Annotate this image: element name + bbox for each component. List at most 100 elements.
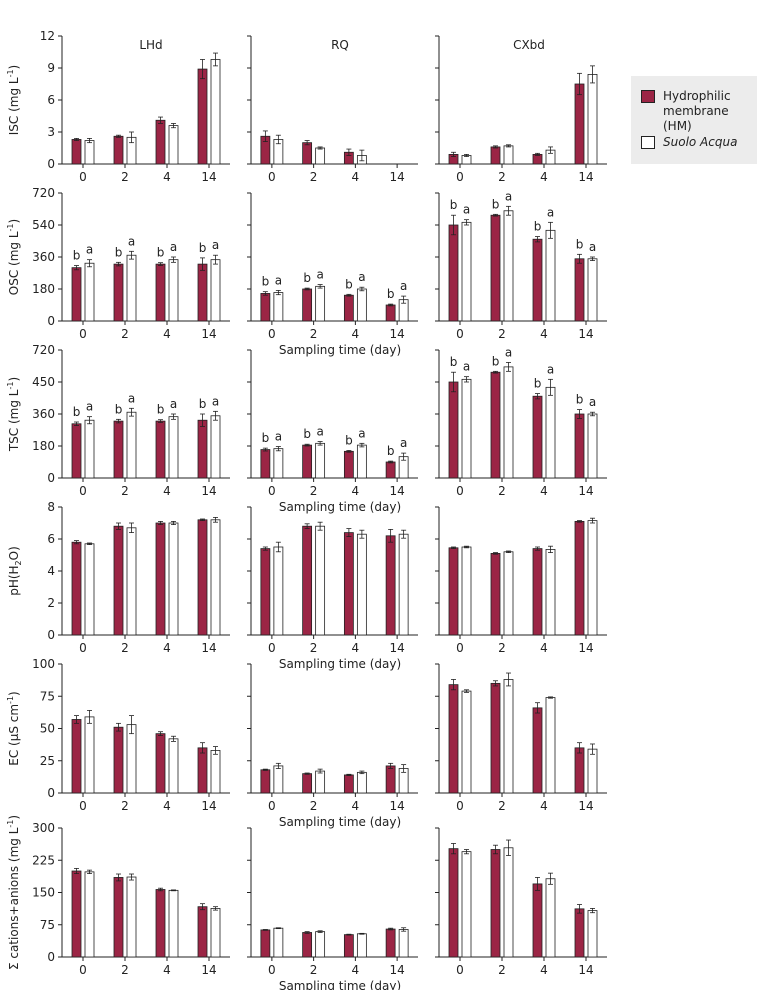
significance-letter: b — [576, 237, 584, 251]
bar-hm — [532, 707, 543, 794]
significance-letter: a — [589, 395, 596, 409]
bar-hm — [302, 142, 313, 165]
bar-suolo — [210, 59, 221, 165]
bar-suolo — [210, 750, 221, 794]
bar-hm — [448, 848, 459, 958]
bar-suolo — [587, 74, 598, 165]
y-tick-label: 50 — [40, 722, 55, 736]
bar-hm — [490, 849, 501, 958]
x-tick-label: 2 — [310, 170, 318, 184]
significance-letter: b — [303, 271, 311, 285]
bar-suolo — [210, 259, 221, 322]
y-tick-label: 6 — [47, 532, 55, 546]
x-tick-label: 0 — [456, 641, 464, 655]
significance-letter: a — [316, 268, 323, 282]
y-tick-label: 450 — [32, 375, 55, 389]
significance-letter: b — [534, 377, 542, 391]
x-tick-label: 0 — [268, 799, 276, 813]
x-tick-label: 14 — [578, 484, 593, 498]
bar-hm — [385, 535, 396, 636]
bar-hm — [113, 135, 124, 165]
y-tick-label: 9 — [47, 61, 55, 75]
bar-hm — [574, 908, 585, 958]
y-tick-label: 540 — [32, 218, 55, 232]
bar-suolo — [545, 549, 556, 636]
significance-letter: a — [547, 362, 554, 376]
x-tick-label: 4 — [352, 170, 360, 184]
x-tick-label: 0 — [456, 799, 464, 813]
y-tick-label: 300 — [32, 821, 55, 835]
y-axis-label: pH(H2O) — [7, 546, 23, 596]
x-axis-label: Sampling time (day) — [279, 815, 401, 829]
panel-5-2: 0 2 4 14 — [435, 827, 607, 977]
bar-suolo — [210, 908, 221, 958]
bar-hm — [260, 548, 271, 636]
x-tick-label: 4 — [352, 963, 360, 977]
bar-hm — [385, 765, 396, 794]
y-tick-label: 360 — [32, 250, 55, 264]
y-axis-label: Σ cations+anions (mg L-1) — [6, 815, 21, 970]
bar-suolo — [84, 140, 95, 165]
bar-suolo — [168, 125, 179, 165]
x-tick-label: 2 — [121, 963, 129, 977]
y-tick-label: 360 — [32, 407, 55, 421]
bar-hm — [113, 525, 124, 636]
x-tick-label: 14 — [201, 327, 216, 341]
bar-hm — [448, 547, 459, 636]
significance-letter: a — [170, 397, 177, 411]
y-tick-label: 0 — [47, 314, 55, 328]
chart-row-3: pH(H2O) 0 2 4 6 8 0 2 4 14 0 2 4 14 0 2 4 14 Sampling time… — [7, 500, 607, 671]
x-tick-label: 0 — [268, 327, 276, 341]
x-tick-label: 4 — [540, 641, 548, 655]
x-tick-label: 0 — [268, 641, 276, 655]
significance-letter: a — [316, 425, 323, 439]
bar-hm — [343, 532, 354, 636]
bar-suolo — [503, 366, 514, 479]
bar-hm — [302, 932, 313, 958]
x-tick-label: 14 — [201, 963, 216, 977]
x-tick-label: 2 — [498, 641, 506, 655]
bar-suolo — [315, 931, 326, 958]
bar-suolo — [356, 771, 367, 794]
bar-hm — [197, 747, 208, 794]
bar-suolo — [545, 878, 556, 958]
x-tick-label: 2 — [121, 327, 129, 341]
significance-letter: b — [492, 197, 500, 211]
significance-letter: b — [387, 444, 395, 458]
bar-hm — [302, 773, 313, 794]
bar-suolo — [587, 748, 598, 794]
bar-hm — [155, 420, 166, 479]
x-tick-label: 2 — [498, 170, 506, 184]
bar-hm — [490, 214, 501, 322]
bar-hm — [113, 420, 124, 479]
x-tick-label: 4 — [540, 484, 548, 498]
x-tick-label: 2 — [121, 799, 129, 813]
bar-suolo — [587, 413, 598, 479]
bar-hm — [532, 238, 543, 322]
x-tick-label: 2 — [498, 484, 506, 498]
bar-hm — [574, 521, 585, 636]
x-tick-label: 4 — [163, 641, 171, 655]
significance-letter: a — [128, 234, 135, 248]
bar-hm — [155, 733, 166, 794]
bar-suolo — [210, 519, 221, 636]
bar-hm — [197, 906, 208, 958]
x-tick-label: 2 — [310, 963, 318, 977]
x-tick-label: 0 — [79, 170, 87, 184]
x-axis-label: Sampling time (day) — [279, 343, 401, 357]
x-tick-label: 4 — [163, 484, 171, 498]
legend-item-hm: Hydrophilic membrane (HM) — [641, 89, 757, 134]
y-axis-label: ISC (mg L-1) — [6, 65, 21, 136]
x-tick-label: 4 — [540, 963, 548, 977]
x-tick-label: 14 — [578, 327, 593, 341]
bar-suolo — [168, 738, 179, 794]
panel-3-2: 0 2 4 14 — [435, 506, 607, 655]
bar-suolo — [84, 419, 95, 479]
x-tick-label: 4 — [540, 327, 548, 341]
bar-hm — [532, 395, 543, 479]
